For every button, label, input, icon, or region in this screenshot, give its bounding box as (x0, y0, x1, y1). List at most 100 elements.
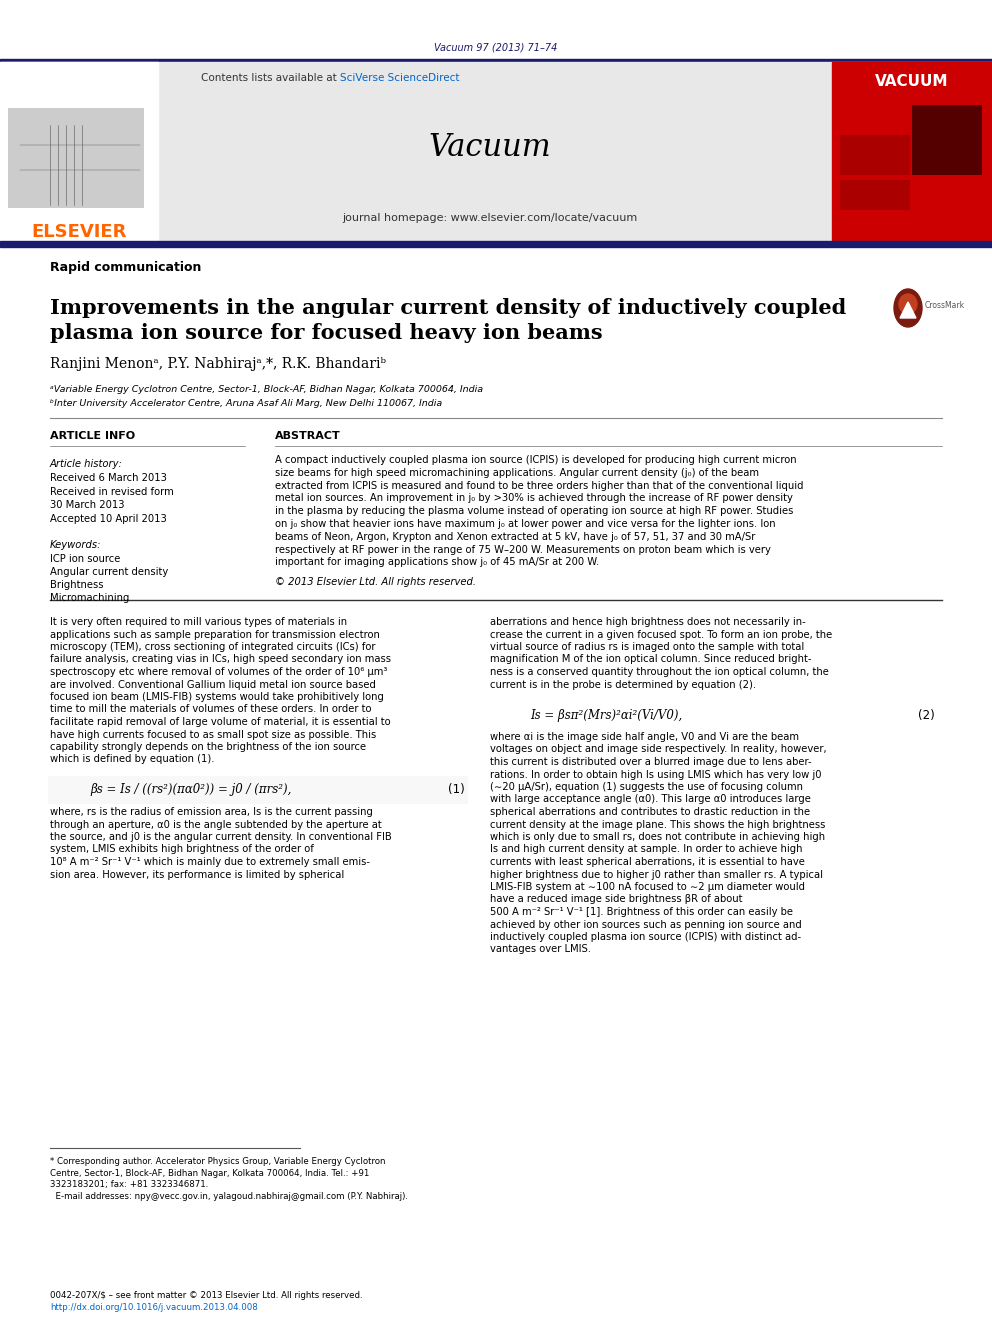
Text: 500 A m⁻² Sr⁻¹ V⁻¹ [1]. Brightness of this order can easily be: 500 A m⁻² Sr⁻¹ V⁻¹ [1]. Brightness of th… (490, 908, 793, 917)
Bar (840, 180, 910, 210)
Text: crease the current in a given focused spot. To form an ion probe, the: crease the current in a given focused sp… (490, 630, 832, 639)
Bar (0, 62, 158, 242)
Text: 30 March 2013: 30 March 2013 (50, 500, 125, 509)
Text: Article history:: Article history: (50, 459, 123, 468)
Text: (∼20 μA/Sr), equation (1) suggests the use of focusing column: (∼20 μA/Sr), equation (1) suggests the u… (490, 782, 803, 792)
Bar (0, 60, 992, 62)
Ellipse shape (894, 288, 922, 327)
Text: in the plasma by reducing the plasma volume instead of operating ion source at h: in the plasma by reducing the plasma vol… (275, 507, 794, 516)
Text: extracted from ICPIS is measured and found to be three orders higher than that o: extracted from ICPIS is measured and fou… (275, 480, 804, 491)
Text: ABSTRACT: ABSTRACT (275, 431, 340, 441)
Text: E-mail addresses: npy@vecc.gov.in, yalagoud.nabhiraj@gmail.com (P.Y. Nabhiraj).: E-mail addresses: npy@vecc.gov.in, yalag… (50, 1192, 408, 1201)
Bar (48, 777, 468, 804)
Text: ness is a conserved quantity throughout the ion optical column, the: ness is a conserved quantity throughout … (490, 667, 829, 677)
Text: magnification M of the ion optical column. Since reduced bright-: magnification M of the ion optical colum… (490, 655, 811, 664)
Text: ᵃVariable Energy Cyclotron Centre, Sector-1, Block-AF, Bidhan Nagar, Kolkata 700: ᵃVariable Energy Cyclotron Centre, Secto… (50, 385, 483, 394)
Text: size beams for high speed micromachining applications. Angular current density (: size beams for high speed micromachining… (275, 468, 759, 478)
Text: LMIS-FIB system at ∼100 nA focused to ∼2 μm diameter would: LMIS-FIB system at ∼100 nA focused to ∼2… (490, 882, 805, 892)
Text: Vacuum 97 (2013) 71–74: Vacuum 97 (2013) 71–74 (434, 44, 558, 53)
Text: inductively coupled plasma ion source (ICPIS) with distinct ad-: inductively coupled plasma ion source (I… (490, 931, 802, 942)
Text: where, rs is the radius of emission area, Is is the current passing: where, rs is the radius of emission area… (50, 807, 373, 818)
Text: through an aperture, α0 is the angle subtended by the aperture at: through an aperture, α0 is the angle sub… (50, 819, 382, 830)
Text: Improvements in the angular current density of inductively coupled: Improvements in the angular current dens… (50, 298, 846, 318)
Text: It is very often required to mill various types of materials in: It is very often required to mill variou… (50, 617, 347, 627)
Text: Angular current density: Angular current density (50, 568, 169, 577)
Text: spherical aberrations and contributes to drastic reduction in the: spherical aberrations and contributes to… (490, 807, 810, 818)
Text: Micromachining: Micromachining (50, 593, 129, 603)
Bar (8, 108, 144, 208)
Text: microscopy (TEM), cross sectioning of integrated circuits (ICs) for: microscopy (TEM), cross sectioning of in… (50, 642, 376, 652)
Text: SciVerse ScienceDirect: SciVerse ScienceDirect (340, 73, 459, 83)
Text: sion area. However, its performance is limited by spherical: sion area. However, its performance is l… (50, 869, 344, 880)
Text: (2): (2) (919, 709, 935, 721)
Text: which is only due to small rs, does not contribute in achieving high: which is only due to small rs, does not … (490, 832, 825, 841)
Bar (832, 62, 992, 242)
Text: beams of Neon, Argon, Krypton and Xenon extracted at 5 kV, have j₀ of 57, 51, 37: beams of Neon, Argon, Krypton and Xenon … (275, 532, 755, 542)
Text: applications such as sample preparation for transmission electron: applications such as sample preparation … (50, 630, 380, 639)
Text: voltages on object and image side respectively. In reality, however,: voltages on object and image side respec… (490, 745, 826, 754)
Text: respectively at RF power in the range of 75 W–200 W. Measurements on proton beam: respectively at RF power in the range of… (275, 545, 771, 554)
Text: Received 6 March 2013: Received 6 March 2013 (50, 474, 167, 483)
Text: system, LMIS exhibits high brightness of the order of: system, LMIS exhibits high brightness of… (50, 844, 313, 855)
Text: 3323183201; fax: +81 3323346871.: 3323183201; fax: +81 3323346871. (50, 1180, 208, 1189)
Text: current density at the image plane. This shows the high brightness: current density at the image plane. This… (490, 819, 825, 830)
Text: currents with least spherical aberrations, it is essential to have: currents with least spherical aberration… (490, 857, 805, 867)
Text: Ranjini Menonᵃ, P.Y. Nabhirajᵃ,*, R.K. Bhandariᵇ: Ranjini Menonᵃ, P.Y. Nabhirajᵃ,*, R.K. B… (50, 357, 386, 370)
Text: on j₀ show that heavier ions have maximum j₀ at lower power and vice versa for t: on j₀ show that heavier ions have maximu… (275, 519, 776, 529)
Text: Received in revised form: Received in revised form (50, 487, 174, 497)
Text: Is = βsπ²(Mrs)²αi²(Vi/V0),: Is = βsπ²(Mrs)²αi²(Vi/V0), (530, 709, 682, 721)
Text: where αi is the image side half angle, V0 and Vi are the beam: where αi is the image side half angle, V… (490, 732, 799, 742)
Text: ᵇInter University Accelerator Centre, Aruna Asaf Ali Marg, New Delhi 110067, Ind: ᵇInter University Accelerator Centre, Ar… (50, 400, 442, 409)
Text: Keywords:: Keywords: (50, 540, 101, 550)
Polygon shape (900, 302, 916, 318)
Text: CrossMark: CrossMark (925, 302, 965, 311)
Text: Contents lists available at: Contents lists available at (201, 73, 340, 83)
Ellipse shape (899, 294, 917, 314)
Text: virtual source of radius rs is imaged onto the sample with total: virtual source of radius rs is imaged on… (490, 642, 805, 652)
Bar (912, 105, 982, 175)
Bar (0, 241, 992, 247)
Text: 10⁸ A m⁻² Sr⁻¹ V⁻¹ which is mainly due to extremely small emis-: 10⁸ A m⁻² Sr⁻¹ V⁻¹ which is mainly due t… (50, 857, 370, 867)
Text: * Corresponding author. Accelerator Physics Group, Variable Energy Cyclotron: * Corresponding author. Accelerator Phys… (50, 1158, 386, 1167)
Bar (0, 62, 992, 242)
Bar (840, 135, 910, 175)
Text: have a reduced image side brightness βR of about: have a reduced image side brightness βR … (490, 894, 742, 905)
Text: which is defined by equation (1).: which is defined by equation (1). (50, 754, 214, 765)
Text: journal homepage: www.elsevier.com/locate/vacuum: journal homepage: www.elsevier.com/locat… (342, 213, 638, 224)
Text: vantages over LMIS.: vantages over LMIS. (490, 945, 591, 954)
Text: spectroscopy etc where removal of volumes of the order of 10⁶ μm³: spectroscopy etc where removal of volume… (50, 667, 387, 677)
Text: A compact inductively coupled plasma ion source (ICPIS) is developed for produci: A compact inductively coupled plasma ion… (275, 455, 797, 464)
Text: failure analysis, creating vias in ICs, high speed secondary ion mass: failure analysis, creating vias in ICs, … (50, 655, 391, 664)
Text: ARTICLE INFO: ARTICLE INFO (50, 431, 135, 441)
Text: are involved. Conventional Gallium liquid metal ion source based: are involved. Conventional Gallium liqui… (50, 680, 376, 689)
Text: time to mill the materials of volumes of these orders. In order to: time to mill the materials of volumes of… (50, 705, 371, 714)
Text: with large acceptance angle (α0). This large α0 introduces large: with large acceptance angle (α0). This l… (490, 795, 810, 804)
Text: Vacuum: Vacuum (429, 132, 552, 164)
Text: focused ion beam (LMIS-FIB) systems would take prohibitively long: focused ion beam (LMIS-FIB) systems woul… (50, 692, 384, 703)
Text: facilitate rapid removal of large volume of material, it is essential to: facilitate rapid removal of large volume… (50, 717, 391, 728)
Text: this current is distributed over a blurred image due to lens aber-: this current is distributed over a blurr… (490, 757, 811, 767)
Text: higher brightness due to higher j0 rather than smaller rs. A typical: higher brightness due to higher j0 rathe… (490, 869, 823, 880)
Text: © 2013 Elsevier Ltd. All rights reserved.: © 2013 Elsevier Ltd. All rights reserved… (275, 577, 476, 587)
Text: important for imaging applications show j₀ of 45 mA/Sr at 200 W.: important for imaging applications show … (275, 557, 599, 568)
Text: Centre, Sector-1, Block-AF, Bidhan Nagar, Kolkata 700064, India. Tel.: +91: Centre, Sector-1, Block-AF, Bidhan Nagar… (50, 1170, 369, 1177)
Text: the source, and j0 is the angular current density. In conventional FIB: the source, and j0 is the angular curren… (50, 832, 392, 841)
Text: aberrations and hence high brightness does not necessarily in-: aberrations and hence high brightness do… (490, 617, 806, 627)
Text: current is in the probe is determined by equation (2).: current is in the probe is determined by… (490, 680, 756, 689)
Text: βs = Is / ((rs²)(πα0²)) = j0 / (πrs²),: βs = Is / ((rs²)(πα0²)) = j0 / (πrs²), (90, 783, 292, 796)
Text: plasma ion source for focused heavy ion beams: plasma ion source for focused heavy ion … (50, 323, 602, 343)
Text: metal ion sources. An improvement in j₀ by >30% is achieved through the increase: metal ion sources. An improvement in j₀ … (275, 493, 793, 503)
Text: have high currents focused to as small spot size as possible. This: have high currents focused to as small s… (50, 729, 376, 740)
Text: (1): (1) (448, 783, 465, 796)
Text: ICP ion source: ICP ion source (50, 554, 120, 564)
Text: http://dx.doi.org/10.1016/j.vacuum.2013.04.008: http://dx.doi.org/10.1016/j.vacuum.2013.… (50, 1303, 258, 1312)
Text: Is and high current density at sample. In order to achieve high: Is and high current density at sample. I… (490, 844, 803, 855)
Text: 0042-207X/$ – see front matter © 2013 Elsevier Ltd. All rights reserved.: 0042-207X/$ – see front matter © 2013 El… (50, 1291, 363, 1301)
Text: rations. In order to obtain high Is using LMIS which has very low j0: rations. In order to obtain high Is usin… (490, 770, 821, 779)
Text: Rapid communication: Rapid communication (50, 262, 201, 274)
Text: Brightness: Brightness (50, 579, 103, 590)
Text: VACUUM: VACUUM (875, 74, 948, 90)
Text: capability strongly depends on the brightness of the ion source: capability strongly depends on the brigh… (50, 742, 366, 751)
Text: achieved by other ion sources such as penning ion source and: achieved by other ion sources such as pe… (490, 919, 802, 930)
Text: ELSEVIER: ELSEVIER (32, 224, 127, 241)
